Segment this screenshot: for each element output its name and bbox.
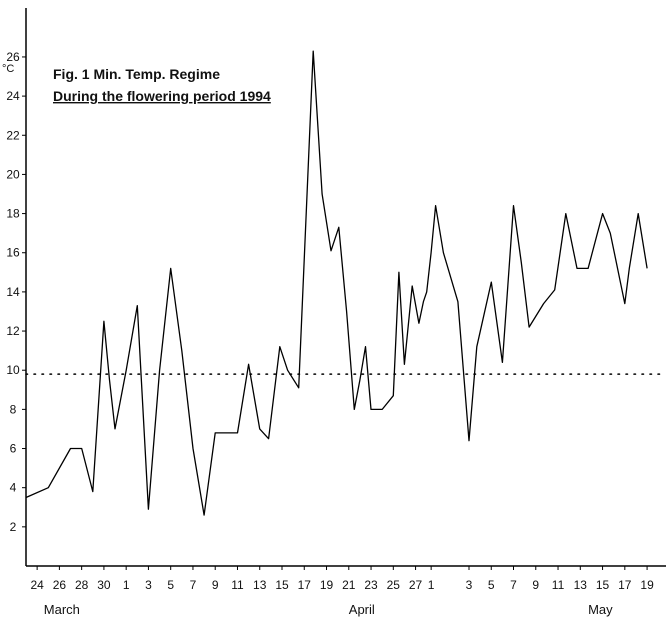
series-line xyxy=(25,50,648,516)
x-tick-label: 19 xyxy=(640,578,654,592)
x-tick-label: 9 xyxy=(212,578,219,592)
x-tick-label: 13 xyxy=(253,578,267,592)
x-tick-label: 19 xyxy=(320,578,334,592)
x-tick-label: 24 xyxy=(30,578,44,592)
x-tick-label: 3 xyxy=(145,578,152,592)
month-label-layer: March April May xyxy=(44,602,613,617)
x-tick-label: 17 xyxy=(618,578,632,592)
x-tick-label: 11 xyxy=(552,578,565,592)
x-tick-label: 5 xyxy=(167,578,174,592)
x-tick-label: 27 xyxy=(409,578,423,592)
x-tick-label: 23 xyxy=(364,578,378,592)
y-tick-label: 8 xyxy=(10,402,17,416)
chart-subtitle: During the flowering period 1994 xyxy=(53,88,271,104)
y-tick-label: 26 xyxy=(6,50,20,64)
x-tick-label: 1 xyxy=(428,578,435,592)
x-tick-label: 3 xyxy=(466,578,473,592)
y-tick-label: 12 xyxy=(6,324,20,338)
y-tick-label: 22 xyxy=(6,128,20,142)
y-tick-label: 16 xyxy=(6,246,20,260)
x-tick-label: 15 xyxy=(275,578,289,592)
month-label: May xyxy=(588,602,613,617)
x-tick-label: 26 xyxy=(53,578,67,592)
x-tick-label: 9 xyxy=(532,578,539,592)
y-tick-label: 2 xyxy=(10,520,17,534)
y-tick-label: 14 xyxy=(6,285,20,299)
x-tick-label: 17 xyxy=(298,578,312,592)
y-tick-label: 24 xyxy=(6,89,20,103)
y-tick-label: 4 xyxy=(10,481,17,495)
month-label: March xyxy=(44,602,80,617)
x-tick-label: 15 xyxy=(596,578,610,592)
y-tick-label: 20 xyxy=(6,167,20,181)
y-unit-label: °C xyxy=(2,63,14,75)
y-tick-label: 6 xyxy=(10,442,17,456)
month-label: April xyxy=(349,602,375,617)
series-layer xyxy=(25,50,648,516)
x-tick-label: 25 xyxy=(387,578,401,592)
x-tick-label: 30 xyxy=(97,578,111,592)
x-tick-label: 1 xyxy=(123,578,130,592)
x-tick-label: 28 xyxy=(75,578,89,592)
x-tick-label: 11 xyxy=(231,578,244,592)
x-tick-label: 5 xyxy=(488,578,495,592)
x-tick-layer: 24 26 28 30 1 3 5 7 9 11 13 15 17 19 21 23 25 27 1 3 5 7 9 11 13… xyxy=(30,566,654,592)
chart-title: Fig. 1 Min. Temp. Regime xyxy=(53,66,220,82)
y-tick-label: 10 xyxy=(6,363,20,377)
x-tick-label: 7 xyxy=(190,578,197,592)
x-tick-label: 13 xyxy=(574,578,588,592)
x-tick-label: 21 xyxy=(342,578,356,592)
x-tick-label: 7 xyxy=(510,578,517,592)
plot-frame xyxy=(25,8,666,567)
y-tick-label: 18 xyxy=(6,207,20,221)
